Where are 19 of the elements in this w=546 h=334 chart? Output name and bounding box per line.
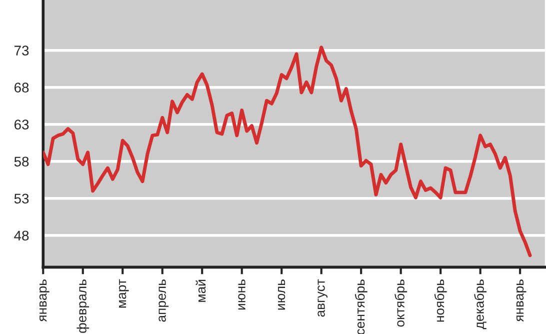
- y-tick-label: 68: [14, 82, 29, 93]
- x-tick-label: май: [196, 280, 206, 302]
- x-tick-label: август: [318, 279, 328, 317]
- x-tick-label: октябрь: [394, 280, 408, 327]
- x-tick-label: март: [118, 279, 129, 308]
- y-tick-label: 63: [14, 120, 29, 130]
- y-tick-label: 48: [14, 230, 29, 241]
- y-tick-label: 53: [14, 194, 29, 204]
- x-tick-label: февраль: [76, 280, 90, 333]
- x-tick-label: июнь: [238, 280, 246, 310]
- x-tick-label: апрель: [158, 280, 169, 322]
- x-tick-label: ноябрь: [434, 280, 447, 322]
- y-tick-label: 73: [14, 46, 29, 56]
- x-tick-label: январь: [516, 280, 526, 322]
- x-tick-label: декабрь: [474, 280, 487, 330]
- line-series: [43, 46, 532, 258]
- y-tick-label: 58: [14, 156, 29, 167]
- x-tick-label: июль: [278, 280, 286, 310]
- x-tick-label: январь: [39, 280, 50, 322]
